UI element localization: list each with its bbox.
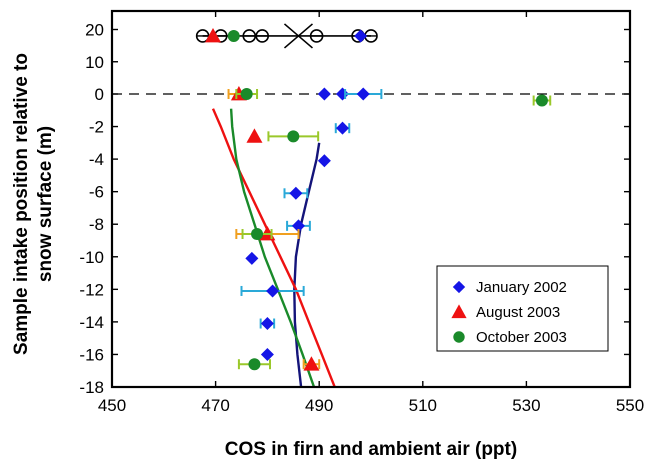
point-diamond: [336, 121, 350, 135]
legend: January 2002 August 2003 October 2003: [436, 265, 609, 352]
legend-marker-diamond: [452, 280, 466, 294]
point-diamond: [356, 87, 370, 101]
fit-curve: [229, 108, 316, 387]
ambient-cross-b: [283, 23, 314, 49]
y-tick-label: -8: [89, 215, 104, 234]
fit-curve: [211, 108, 336, 387]
x-tick-label: 550: [616, 396, 644, 415]
point-diamond: [317, 87, 331, 101]
point-triangle: [303, 356, 320, 371]
y-tick-label: -18: [79, 378, 104, 397]
y-tick-label: 10: [85, 53, 104, 72]
point-circle: [240, 88, 253, 100]
ambient-air-markers: [195, 23, 378, 49]
data-markers: [205, 27, 552, 371]
point-circle: [535, 94, 548, 107]
y-tick-label: -14: [79, 313, 104, 332]
legend-box: [436, 265, 609, 352]
plot-frame: [110, 9, 632, 389]
legend-marker-triangle: [451, 304, 467, 319]
point-diamond: [317, 154, 331, 168]
x-tick-label: 490: [305, 396, 333, 415]
point-diamond: [266, 284, 280, 298]
y-axis-title: Sample intake position relative to snow …: [11, 53, 56, 355]
x-tick-label: 510: [409, 396, 437, 415]
y-tick-label: -6: [89, 183, 104, 202]
point-triangle: [246, 128, 263, 143]
point-circle: [251, 227, 264, 240]
y-axis-title-line-1: Sample intake position relative to: [11, 53, 32, 355]
point-diamond: [289, 186, 303, 200]
x-tick-label: 450: [98, 396, 126, 415]
point-diamond: [260, 317, 274, 331]
y-tick-label: -16: [79, 345, 104, 364]
legend-label: August 2003: [476, 304, 560, 321]
fit-curve: [293, 142, 321, 387]
y-tick-label: -2: [89, 118, 104, 137]
y-tick-label: -4: [89, 150, 104, 169]
x-tick-label: 530: [512, 396, 540, 415]
axis-ticks: 450 470 490 510 530 550 20 10 0 -2 -4 -6 -8 -10 -12 -14…: [79, 11, 644, 415]
point-diamond: [291, 219, 305, 233]
point-triangle: [205, 27, 222, 43]
y-tick-label: 20: [85, 21, 104, 40]
point-diamond: [245, 251, 259, 265]
fit-curves: [211, 108, 336, 387]
y-tick-label: -10: [79, 248, 104, 267]
legend-label: January 2002: [476, 279, 567, 296]
y-axis-title-line-2: snow surface (m): [35, 126, 56, 282]
y-tick-label: 0: [95, 85, 104, 104]
x-tick-label: 470: [201, 396, 229, 415]
legend-label: October 2003: [476, 329, 567, 346]
point-diamond: [354, 29, 368, 43]
y-tick-label: -12: [79, 280, 104, 299]
point-circle: [248, 358, 261, 371]
legend-marker-circle: [453, 331, 465, 343]
point-diamond: [260, 347, 274, 361]
point-circle: [287, 130, 300, 143]
x-axis-title: COS in firn and ambient air (ppt): [225, 439, 517, 460]
point-circle: [227, 29, 240, 42]
